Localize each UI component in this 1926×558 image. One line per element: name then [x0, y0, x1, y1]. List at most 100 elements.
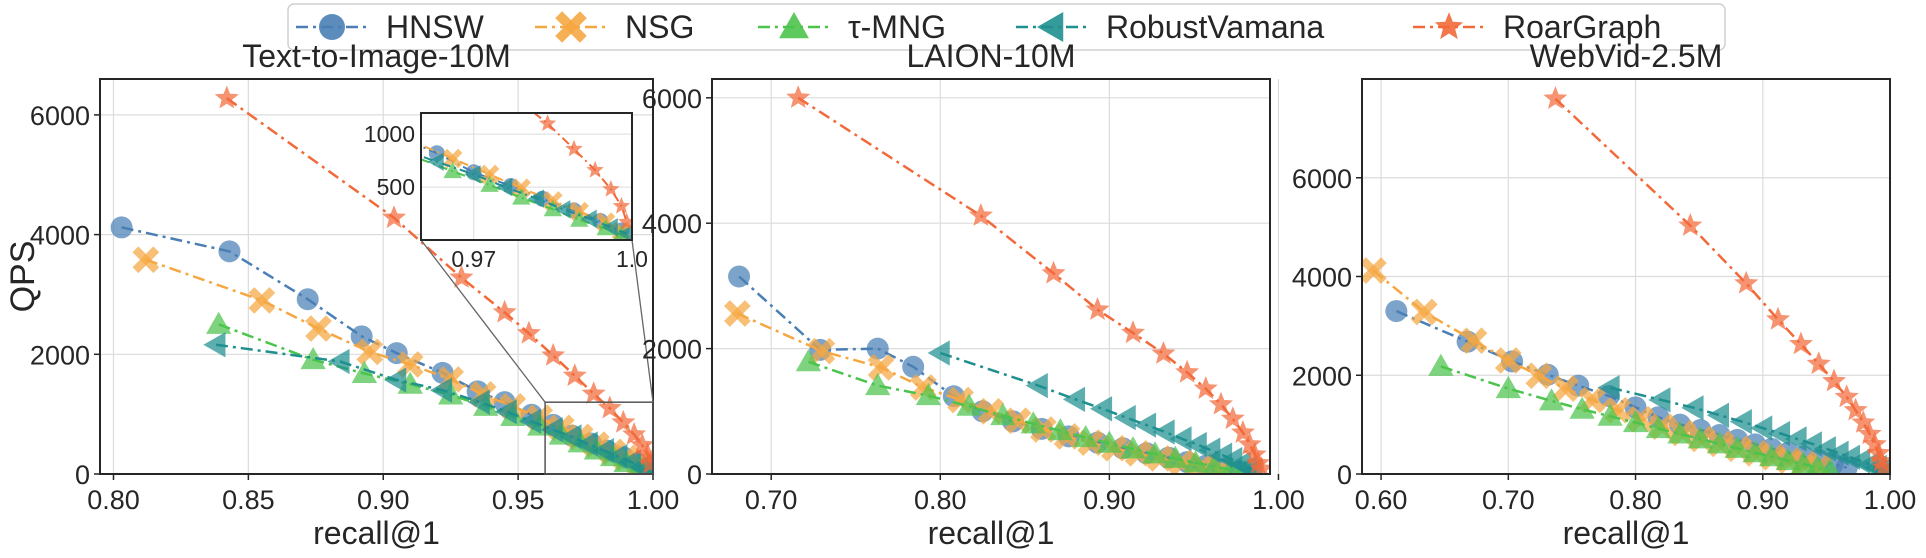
y-axis-label: QPS	[4, 241, 42, 313]
data-point	[1495, 375, 1521, 399]
inset-x-tick-label: 0.97	[451, 246, 496, 272]
data-point	[1851, 410, 1876, 433]
data-point	[1120, 436, 1146, 459]
data-point	[516, 320, 541, 344]
series-robustvamana	[1597, 374, 1890, 474]
data-point	[602, 180, 620, 197]
legend-item-roargraph: RoarGraph	[1413, 9, 1661, 45]
data-point	[1784, 426, 1807, 452]
y-tick-label: 2000	[1292, 361, 1352, 391]
data-point	[1597, 374, 1620, 401]
data-point	[808, 337, 836, 365]
data-point	[990, 403, 1016, 426]
data-point	[350, 325, 373, 348]
data-point	[1766, 306, 1791, 330]
data-point	[1182, 450, 1209, 473]
data-point	[518, 408, 542, 434]
data-point	[300, 347, 326, 370]
data-point	[1822, 368, 1847, 392]
y-tick-label: 4000	[1292, 263, 1352, 293]
data-point	[1622, 410, 1649, 433]
x-axis-label: recall@1	[1563, 515, 1690, 551]
x-axis-label: recall@1	[313, 515, 440, 551]
data-point	[1871, 454, 1890, 474]
data-point	[1767, 420, 1791, 447]
data-point	[601, 218, 618, 237]
data-point	[1133, 412, 1157, 438]
data-point	[1096, 430, 1123, 453]
panel-laion-10m: 0.70 0.80 0.90 1.00 0 2000 4000 6000 LAION-10M re…	[642, 38, 1305, 551]
data-point	[581, 381, 606, 404]
data-point	[1362, 257, 1387, 284]
y-tick-label: 0	[687, 460, 702, 490]
inset-plot-area	[421, 113, 632, 240]
zoom-connector	[420, 239, 546, 403]
series-line	[145, 258, 649, 471]
data-point	[1237, 431, 1262, 455]
x-tick-label: 1.00	[1864, 485, 1917, 515]
data-point	[1806, 454, 1829, 474]
data-point	[203, 332, 226, 358]
y-tick-label: 4000	[30, 221, 90, 251]
data-point	[1175, 359, 1200, 383]
data-point	[296, 288, 319, 311]
data-point	[728, 265, 751, 288]
data-point	[1152, 419, 1175, 445]
data-point	[617, 225, 632, 240]
data-point	[1734, 270, 1759, 294]
x-tick-label: 0.95	[492, 485, 545, 515]
data-point	[511, 178, 531, 198]
data-point	[866, 337, 889, 360]
data-point	[1687, 426, 1714, 449]
data-point	[968, 203, 993, 226]
data-point	[1597, 403, 1623, 426]
data-point	[559, 424, 582, 450]
series-roargraph	[532, 113, 632, 230]
series-mng	[421, 158, 630, 240]
zoom-connector	[631, 239, 654, 403]
series-roargraph	[786, 85, 1270, 474]
data-point	[327, 348, 350, 375]
data-point	[512, 188, 531, 205]
inset-frame	[420, 112, 633, 241]
data-point	[1208, 391, 1233, 415]
x-tick-label: 0.80	[1609, 485, 1662, 515]
data-point	[867, 354, 895, 381]
data-point	[1820, 457, 1840, 474]
data-point	[538, 114, 557, 131]
series-robustvamana	[203, 332, 653, 474]
legend-label: τ-MNG	[848, 9, 946, 45]
data-point	[1525, 362, 1553, 390]
data-point	[496, 177, 513, 197]
panel-text-to-image-10m: 0.80 0.85 0.90 0.95 1.00 0 2000 4000 6000 Text-to…	[4, 38, 679, 551]
x-tick-label: 1.00	[1252, 485, 1305, 515]
data-point	[927, 340, 950, 366]
data-point	[1020, 411, 1046, 434]
data-point	[1410, 298, 1438, 326]
data-point	[540, 417, 563, 443]
y-tick-label: 6000	[642, 84, 702, 114]
data-point	[1062, 386, 1086, 413]
data-point	[464, 165, 481, 184]
data-point	[1806, 351, 1831, 375]
plot-area	[723, 85, 1270, 474]
panel-title: Text-to-Image-10M	[242, 38, 511, 74]
y-tick-label: 6000	[30, 101, 90, 131]
series-line	[121, 226, 649, 470]
data-point	[1706, 402, 1730, 428]
legend: HNSW NSG τ-MNG RobustVamana RoarGraph	[287, 3, 1726, 51]
data-point	[1220, 406, 1245, 430]
data-point	[1025, 372, 1048, 399]
data-point	[554, 200, 571, 219]
inset-zoom: 0.97 1.0 500 1000	[364, 112, 654, 475]
data-point	[902, 355, 925, 378]
data-point	[1538, 388, 1565, 411]
data-point	[218, 240, 241, 263]
y-tick-label: 0	[75, 460, 90, 490]
series-line	[421, 158, 622, 236]
y-tick-label: 2000	[30, 340, 90, 370]
data-point	[1113, 404, 1136, 431]
data-point	[1162, 445, 1188, 468]
data-point	[1494, 347, 1522, 374]
